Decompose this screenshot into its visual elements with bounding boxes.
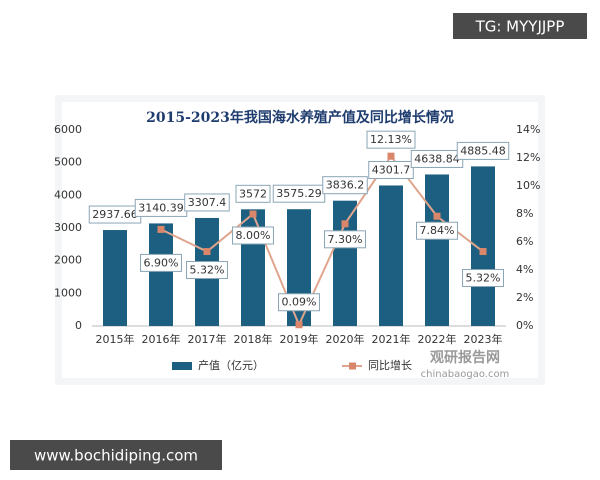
watermark-box	[10, 440, 222, 470]
value-label: 4638.84	[414, 152, 460, 165]
value-label: 3307.4	[188, 196, 227, 209]
x-tick-label: 2018年	[234, 332, 273, 346]
bar	[379, 185, 403, 326]
y2-tick-label: 12%	[516, 151, 540, 164]
source-logo: 观研报告网	[430, 349, 500, 366]
bar	[103, 230, 127, 326]
y2-tick-label: 10%	[516, 179, 540, 192]
marker	[157, 225, 165, 233]
y2-tick-label: 4%	[516, 263, 533, 276]
y-tick-label: 4000	[54, 188, 82, 201]
watermark: www.bochidiping.com	[34, 447, 198, 465]
value-label-box	[186, 261, 228, 280]
value-label-box	[278, 293, 320, 312]
value-label: 2937.66	[92, 208, 138, 221]
x-tick-label: 2021年	[372, 332, 411, 346]
value-label: 4301.7	[372, 163, 411, 176]
marker	[479, 248, 487, 256]
y-tick-label: 5000	[54, 156, 82, 169]
y2-tick-label: 0%	[516, 319, 533, 332]
marker	[387, 152, 395, 160]
chart-title: 2015-2023年我国海水养殖产值及同比增长情况	[146, 109, 454, 126]
value-label-box	[184, 193, 230, 212]
legend-swatch	[172, 362, 192, 370]
y2-tick-label: 2%	[516, 291, 533, 304]
value-label: 12.13%	[370, 133, 412, 146]
value-label-box	[235, 184, 271, 203]
value-label: 6.90%	[144, 256, 179, 269]
marker	[203, 248, 211, 256]
value-label: 7.84%	[420, 224, 455, 237]
x-tick-label: 2019年	[280, 332, 319, 346]
value-label: 7.30%	[328, 233, 363, 246]
y-tick-label: 6000	[54, 123, 82, 136]
y-tick-label: 0	[75, 319, 82, 332]
value-label-box	[416, 221, 458, 240]
legend-swatch	[349, 362, 356, 370]
value-label: 5.32%	[466, 272, 501, 285]
marker	[341, 220, 349, 228]
value-label: 3836.2	[326, 179, 365, 192]
y2-tick-label: 6%	[516, 235, 533, 248]
legend-label: 同比增长	[368, 358, 412, 372]
value-label: 8.00%	[236, 229, 271, 242]
bar	[149, 223, 173, 326]
marker	[295, 321, 303, 329]
bar	[425, 174, 449, 326]
x-tick-label: 2023年	[464, 332, 503, 346]
watermark-box	[453, 13, 587, 39]
value-label-box	[366, 130, 416, 149]
x-tick-label: 2020年	[326, 332, 365, 346]
x-tick-label: 2017年	[188, 332, 227, 346]
y-tick-label: 2000	[54, 254, 82, 267]
value-label: 3572	[239, 187, 267, 200]
x-tick-label: 2016年	[142, 332, 181, 346]
bar	[333, 200, 357, 326]
value-label-box	[324, 230, 366, 249]
marker	[249, 210, 257, 218]
value-label: 3140.39	[138, 201, 184, 214]
value-label-box	[232, 226, 274, 245]
value-label: 3575.29	[276, 187, 322, 200]
x-tick-label: 2015年	[96, 332, 135, 346]
value-label-box	[462, 269, 504, 288]
watermark: TG: MYYJJPP	[475, 18, 565, 36]
marker	[433, 212, 441, 220]
value-label-box	[140, 253, 182, 272]
y-tick-label: 1000	[54, 286, 82, 299]
y2-tick-label: 8%	[516, 207, 533, 220]
y2-tick-label: 14%	[516, 123, 540, 136]
value-label-box	[456, 141, 510, 160]
value-label: 0.09%	[282, 296, 317, 309]
x-tick-label: 2022年	[418, 332, 457, 346]
legend-label: 产值（亿元）	[198, 358, 264, 372]
y-tick-label: 3000	[54, 221, 82, 234]
value-label: 5.32%	[190, 264, 225, 277]
value-label-box	[368, 160, 414, 179]
value-label: 4885.48	[460, 144, 506, 157]
value-label-box	[322, 176, 368, 195]
source-url: chinabaogao.com	[421, 369, 510, 380]
line	[160, 154, 484, 328]
